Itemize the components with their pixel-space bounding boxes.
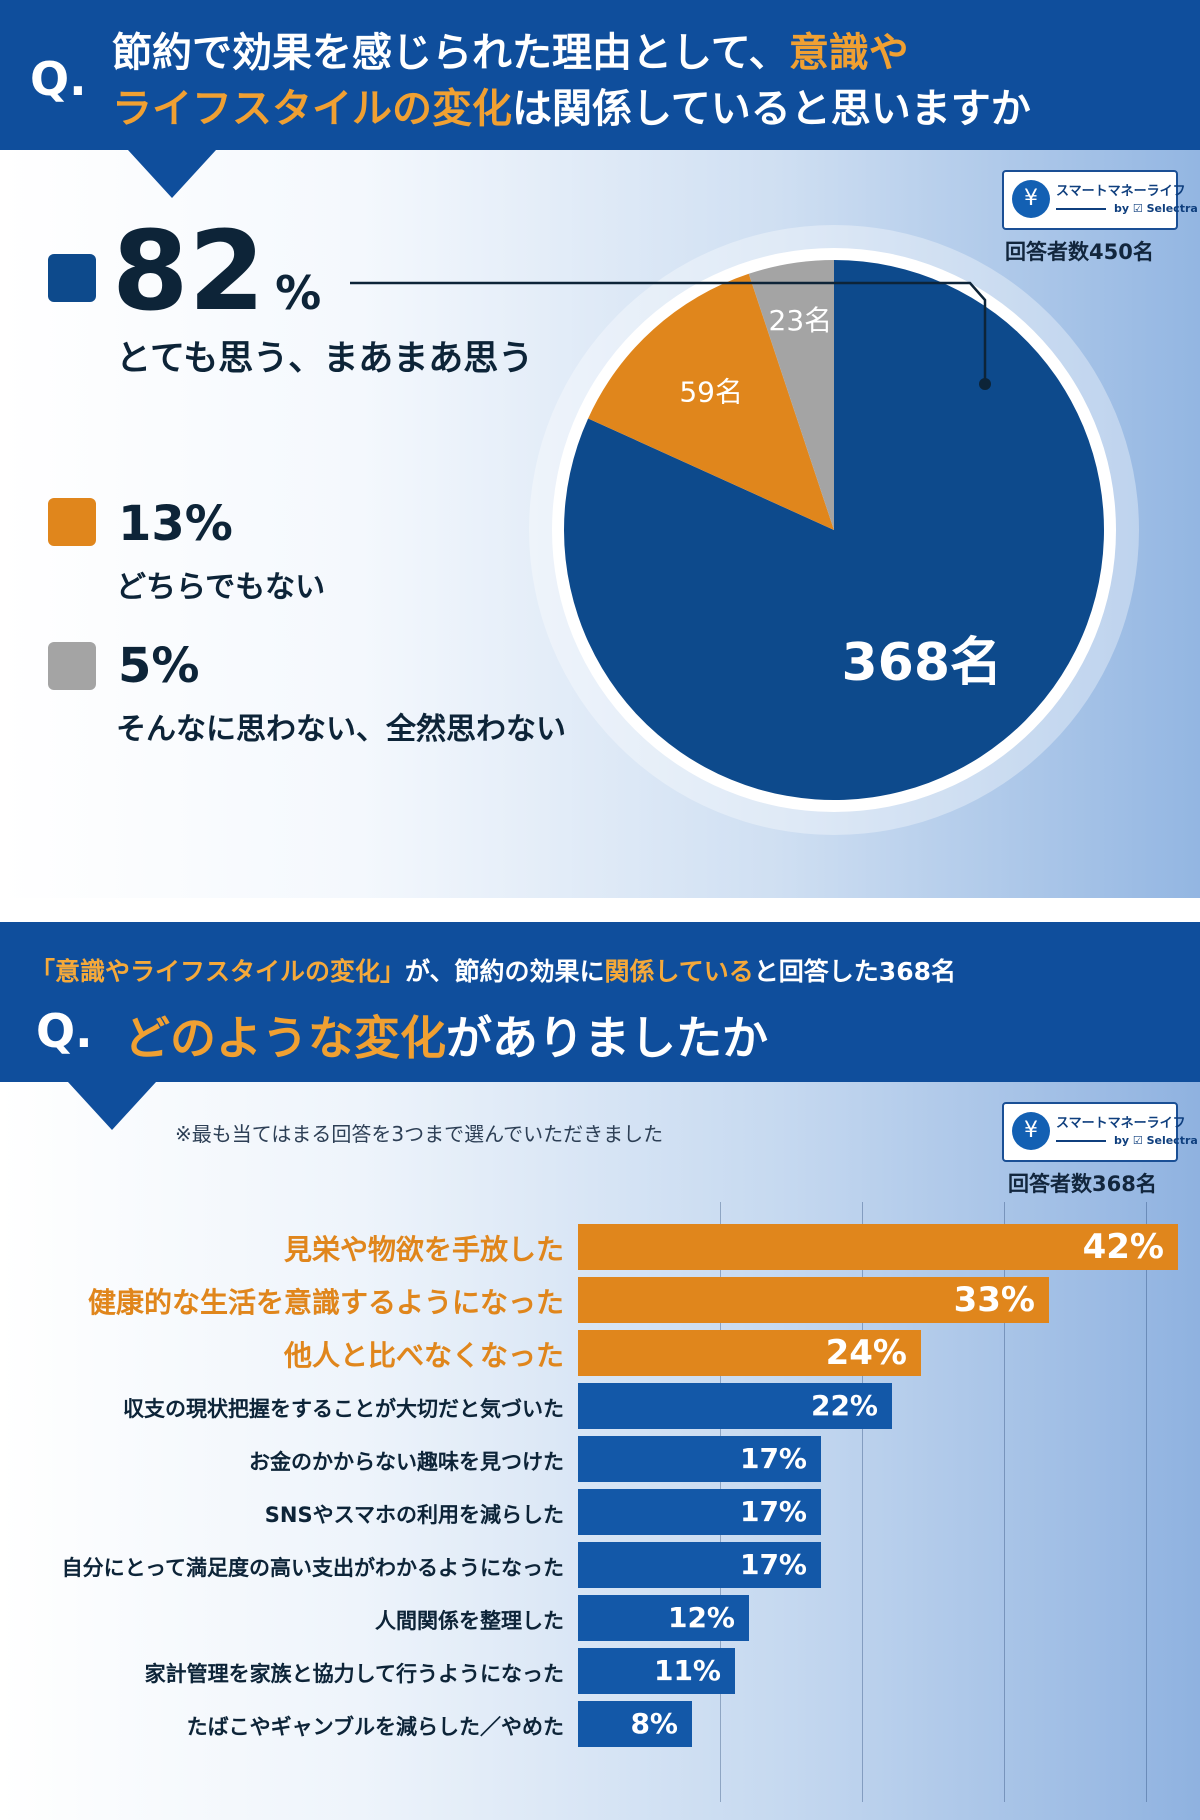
legend-label-disagree: そんなに思わない、全然思わない [116,712,566,747]
bar-category-label: お金のかからない趣味を見つけた [249,1450,564,1474]
bar-category-label: SNSやスマホの利用を減らした [264,1503,564,1527]
title-part: 節約で効果を感じられた理由として、 [112,30,789,76]
brand-name: スマートマネーライフ [1056,184,1186,199]
bar: 33% [578,1277,1049,1323]
bar: 17% [578,1436,821,1482]
pie-label-agree: 368名 [841,633,1002,693]
percent-sign: % [275,266,322,320]
bar: 42% [578,1224,1178,1270]
brand-logo: ¥ スマートマネーライフ by ☑ Selectra [1002,1102,1198,1162]
pie-label-disagree: 23名 [769,304,833,337]
q-mark: Q. [30,52,87,106]
header-pointer [128,150,216,198]
question-header: Q. 節約で効果を感じられた理由として、意識や ライフスタイルの変化は関係してい… [0,0,1200,150]
brand-by: by ☑ Selectra [1114,202,1198,215]
bar-value-label: 17% [739,1442,807,1475]
bar-category-label: 他人と比べなくなった [283,1339,564,1372]
pie-slice-disagree [748,260,834,530]
question-title-2: どのような変化がありましたか [124,1002,768,1068]
bar: 12% [578,1595,749,1641]
bar-value-label: 24% [825,1333,907,1373]
grid-line [1004,1202,1005,1802]
bar: 22% [578,1383,892,1429]
sub-heading: 「意識やライフスタイルの変化」が、節約の効果に関係していると回答した368名 [30,952,956,988]
legend-swatch-neutral [48,498,96,546]
question-header-2: 「意識やライフスタイルの変化」が、節約の効果に関係していると回答した368名 Q… [0,922,1200,1082]
bar: 17% [578,1542,821,1588]
subhead-part: 「意識やライフスタイルの変化」 [30,957,406,986]
piggy-bank-icon: ¥ [1012,180,1050,218]
callout-dot [979,378,991,390]
legend-swatch-disagree [48,642,96,690]
bar-category-label: 家計管理を家族と協力して行うようになった [144,1662,564,1686]
respondent-count: 回答者数450名 [1005,240,1154,264]
question-title-line2: ライフスタイルの変化は関係していると思いますか [112,76,1031,134]
legend-percent-disagree: 5% [118,638,200,694]
pie-label-neutral: 59名 [679,376,743,409]
piggy-bank-icon: ¥ [1012,1112,1050,1150]
title-part: がありましたか [446,1011,768,1065]
grid-line [1146,1202,1147,1802]
legend-percent-agree: 82% [112,216,321,348]
brand-divider [1056,1140,1106,1142]
bar-value-label: 17% [739,1548,807,1581]
subhead-part: と回答した368名 [753,957,956,986]
bar: 24% [578,1330,921,1376]
grid-line [862,1202,863,1802]
bar-category-label: 健康的な生活を意識するようになった [87,1286,564,1319]
callout-line [350,281,987,380]
legend-percent-neutral: 13% [118,496,233,552]
pie-section: Q. 節約で効果を感じられた理由として、意識や ライフスタイルの変化は関係してい… [0,0,1200,898]
q-mark: Q. [36,1004,93,1058]
brand-by: by ☑ Selectra [1114,1134,1198,1147]
legend-label-neutral: どちらでもない [116,570,326,605]
percent-number: 82% [112,207,322,335]
bar-value-label: 17% [739,1495,807,1528]
bar-section: 「意識やライフスタイルの変化」が、節約の効果に関係していると回答した368名 Q… [0,922,1200,1820]
legend-swatch-agree [48,254,96,302]
title-highlight: ライフスタイルの変化 [112,86,512,132]
bar-category-label: 見栄や物欲を手放した [283,1233,564,1266]
subhead-part: が、節約の効果に [405,957,605,986]
title-highlight: 意識や [788,30,909,76]
legend-label-agree: とても思う、まあまあ思う [116,339,534,379]
header-pointer [68,1082,156,1130]
bar: 8% [578,1701,692,1747]
title-highlight: どのような変化 [124,1011,446,1065]
bar: 17% [578,1489,821,1535]
bar-category-label: たばこやギャンブルを減らした／やめた [186,1715,564,1739]
title-part: は関係していると思いますか [512,86,1031,132]
subhead-part: 関係している [604,957,754,986]
section-gap [0,898,1200,922]
bar-category-label: 自分にとって満足度の高い支出がわかるようになった [61,1556,564,1580]
bar-value-label: 33% [953,1280,1035,1320]
pie-chart: 368名 59名 23名 [350,225,1139,835]
bar-category-label: 収支の現状把握をすることが大切だと気づいた [123,1397,564,1421]
question-title-line1: 節約で効果を感じられた理由として、意識や [112,20,909,78]
bar-value-label: 11% [653,1654,721,1687]
answer-note: ※最も当てはまる回答を3つまで選んでいただきました [175,1122,664,1146]
bar-category-label: 人間関係を整理した [375,1609,564,1633]
respondent-count: 回答者数368名 [1008,1172,1157,1196]
brand-divider [1056,208,1106,210]
bar: 11% [578,1648,735,1694]
brand-logo: ¥ スマートマネーライフ by ☑ Selectra [1002,170,1198,230]
bar-value-label: 8% [630,1707,678,1740]
bar-value-label: 12% [667,1601,735,1634]
brand-name: スマートマネーライフ [1056,1116,1186,1131]
pie-slice-neutral [588,273,834,530]
bar-value-label: 42% [1082,1227,1164,1267]
bar-value-label: 22% [810,1389,878,1422]
